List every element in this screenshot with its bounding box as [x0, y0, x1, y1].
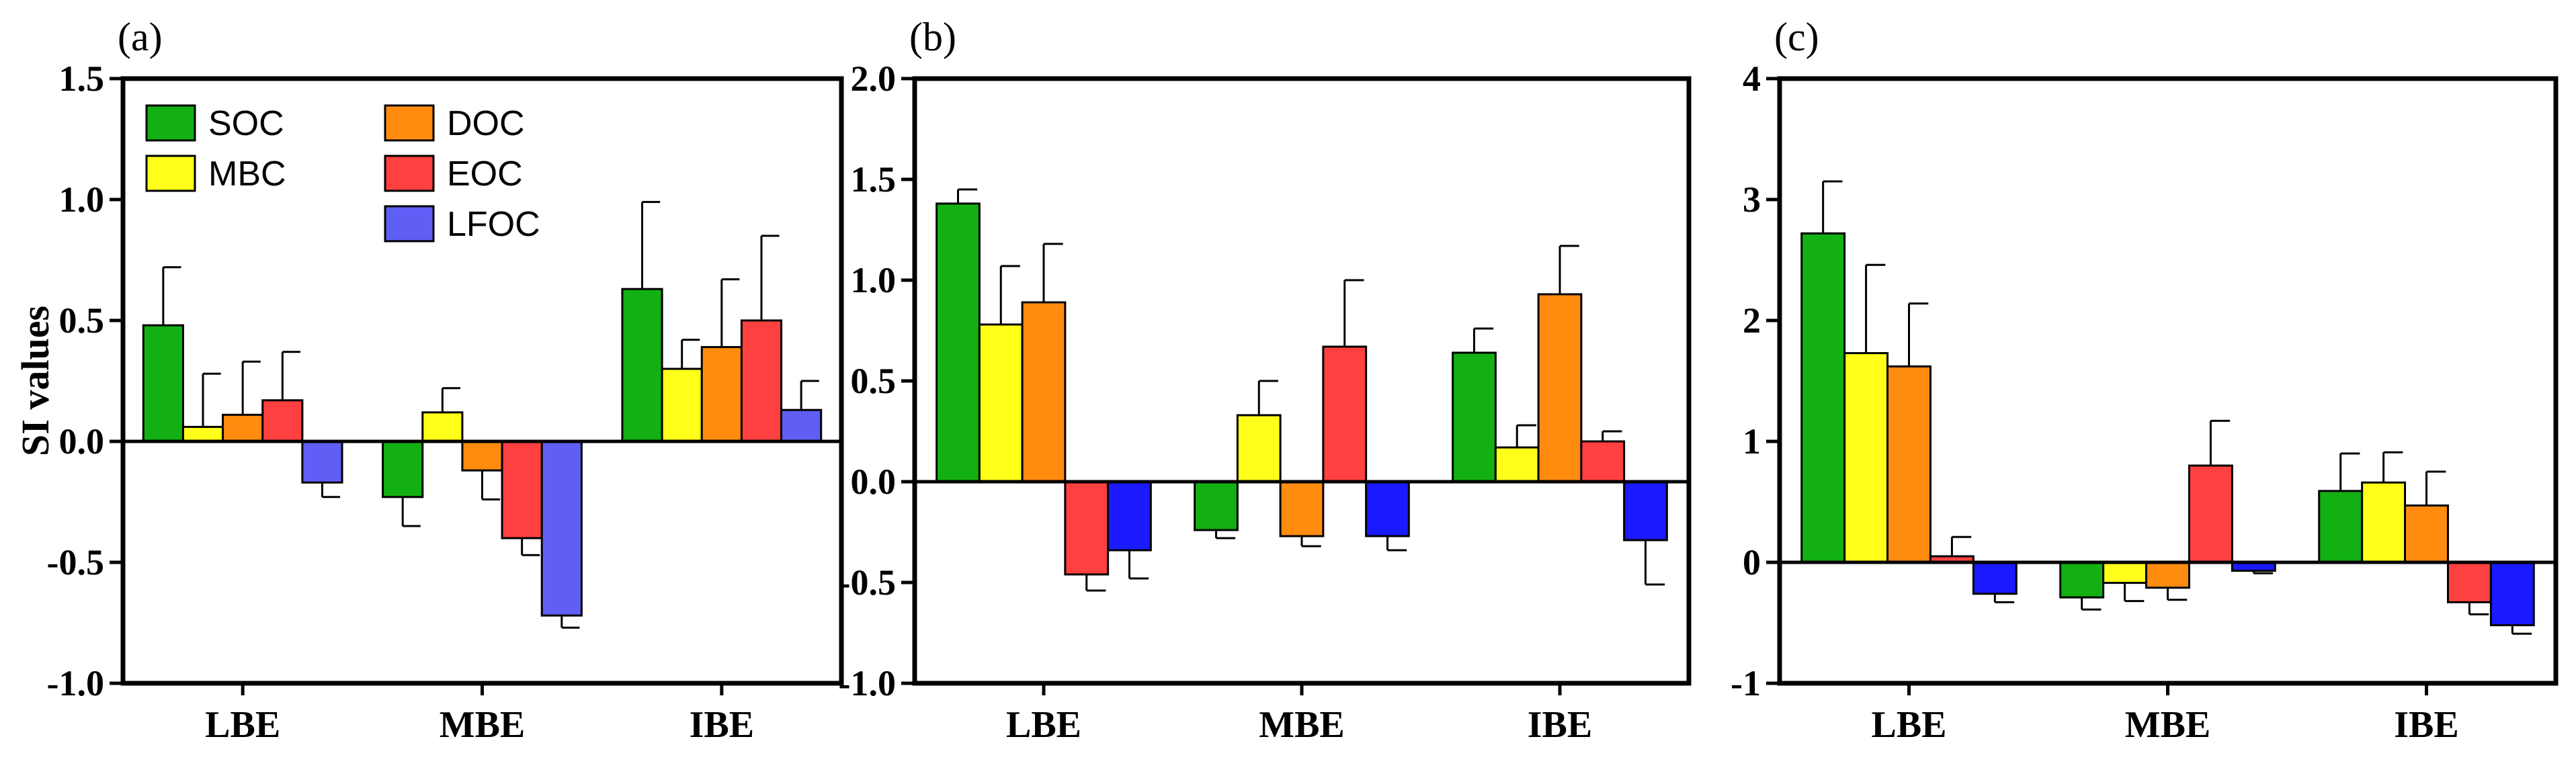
bar-mbc-lbe — [181, 425, 224, 443]
bar-soc-lbe — [1800, 232, 1846, 564]
legend-label-soc: SOC — [208, 104, 284, 143]
bar-doc-lbe — [222, 413, 264, 443]
chart-panel-1: (a) SI values -1.0 -0.5 0.0 0.5 1.0 1.5 LBE MBE IB… — [13, 15, 844, 746]
bar-eoc-lbe — [1064, 480, 1110, 576]
bar-lfoc-lbe — [1972, 561, 2018, 595]
bar-doc-mbe — [2145, 561, 2190, 589]
bar-doc-ibe — [700, 346, 743, 443]
y-tick-label: 1.5 — [851, 159, 897, 200]
legend-swatch-lfoc — [384, 205, 435, 243]
y-tick-label: 3 — [1743, 179, 1761, 220]
x-tick-label: MBE — [1259, 704, 1345, 746]
legend-label-doc: DOC — [447, 104, 525, 143]
y-tick-label: 1.0 — [851, 260, 897, 300]
bar-lfoc-mbe — [540, 440, 583, 617]
bar-doc-lbe — [1021, 301, 1067, 483]
legend-swatch-eoc — [384, 155, 435, 192]
chart-panel-3: (c) -1 0 1 2 3 4 LBE MBE IBE — [1731, 15, 2559, 746]
bar-soc-mbe — [2059, 561, 2105, 599]
bar-lfoc-mbe — [1365, 480, 1410, 537]
bar-eoc-ibe — [1580, 440, 1626, 483]
legend-label-mbc: MBC — [208, 155, 286, 193]
bar-lfoc-lbe — [1107, 480, 1152, 552]
y-tick-label: -0.5 — [47, 542, 104, 582]
x-tick-label: LBE — [1871, 704, 1946, 746]
bar-soc-ibe — [1452, 351, 1497, 483]
bar-mbc-mbe — [1236, 414, 1282, 483]
bar-mbc-lbe — [978, 323, 1024, 483]
bar-soc-ibe — [2318, 490, 2364, 564]
bar-eoc-ibe — [740, 319, 783, 443]
x-tick-label: MBE — [2125, 704, 2211, 746]
x-tick-label: LBE — [205, 704, 280, 746]
plot-frame — [1777, 76, 2559, 686]
y-tick-label: -1 — [1731, 663, 1761, 703]
y-tick-label: 0.0 — [59, 421, 105, 462]
y-tick-label: 0.5 — [851, 361, 897, 401]
legend: SOC MBC DOC EOC LFOC — [145, 104, 540, 244]
x-tick-label: MBE — [440, 704, 526, 746]
bar-soc-lbe — [142, 324, 184, 443]
x-tick-label: IBE — [1528, 704, 1593, 746]
y-tick-label: 0.5 — [59, 300, 105, 341]
x-tick-label: IBE — [690, 704, 755, 746]
bar-eoc-mbe — [501, 440, 543, 539]
y-tick-label: -0.5 — [839, 562, 896, 603]
bar-soc-mbe — [382, 440, 424, 499]
legend-label-lfoc: LFOC — [447, 205, 540, 244]
y-tick-label: 0 — [1743, 542, 1761, 582]
bar-eoc-mbe — [2188, 464, 2233, 564]
y-tick-label: 0.0 — [851, 462, 897, 502]
panel-label: (b) — [909, 15, 956, 59]
y-tick-label: 1.5 — [59, 58, 105, 99]
bar-eoc-ibe — [2446, 561, 2492, 603]
bar-soc-lbe — [936, 202, 981, 483]
bar-doc-mbe — [461, 440, 503, 472]
bar-lfoc-ibe — [2489, 561, 2535, 627]
legend-swatch-doc — [384, 104, 435, 142]
bar-doc-mbe — [1279, 480, 1325, 537]
bar-eoc-lbe — [261, 399, 304, 443]
bar-lfoc-ibe — [1623, 480, 1668, 541]
bar-mbc-mbe — [2102, 561, 2148, 584]
y-tick-label: -1.0 — [839, 663, 896, 703]
bar-eoc-mbe — [1322, 345, 1368, 483]
bar-mbc-ibe — [661, 367, 703, 443]
legend-swatch-mbc — [145, 155, 196, 192]
y-tick-label: 2 — [1743, 300, 1761, 341]
bar-mbc-mbe — [421, 411, 464, 443]
y-tick-label: 1 — [1743, 421, 1761, 462]
legend-label-eoc: EOC — [447, 155, 523, 193]
bar-lfoc-ibe — [780, 408, 823, 443]
y-tick-label: -1.0 — [47, 663, 104, 703]
panel-label: (c) — [1774, 15, 1819, 59]
bar-lfoc-lbe — [301, 440, 343, 484]
panel-label: (a) — [118, 15, 163, 59]
bar-mbc-lbe — [1843, 352, 1889, 564]
bar-soc-mbe — [1194, 480, 1239, 531]
x-tick-label: IBE — [2394, 704, 2459, 746]
bar-mbc-ibe — [2361, 481, 2407, 564]
bar-doc-ibe — [1537, 293, 1583, 483]
y-tick-label: 4 — [1743, 58, 1761, 99]
y-tick-label: 1.0 — [59, 179, 105, 220]
chart-panel-2: (b) -1.0 -0.5 0.0 0.5 1.0 1.5 2.0 LBE MBE IBE — [839, 15, 1692, 746]
plot-frame — [120, 76, 844, 686]
bar-mbc-ibe — [1494, 446, 1540, 483]
bar-doc-ibe — [2404, 504, 2449, 564]
y-axis-label: SI values — [13, 306, 57, 456]
y-tick-label: 2.0 — [851, 58, 897, 99]
bar-doc-lbe — [1886, 365, 1931, 564]
legend-swatch-soc — [145, 104, 196, 142]
plot-frame — [912, 76, 1692, 686]
x-tick-label: LBE — [1006, 704, 1081, 746]
bar-soc-ibe — [621, 288, 663, 443]
